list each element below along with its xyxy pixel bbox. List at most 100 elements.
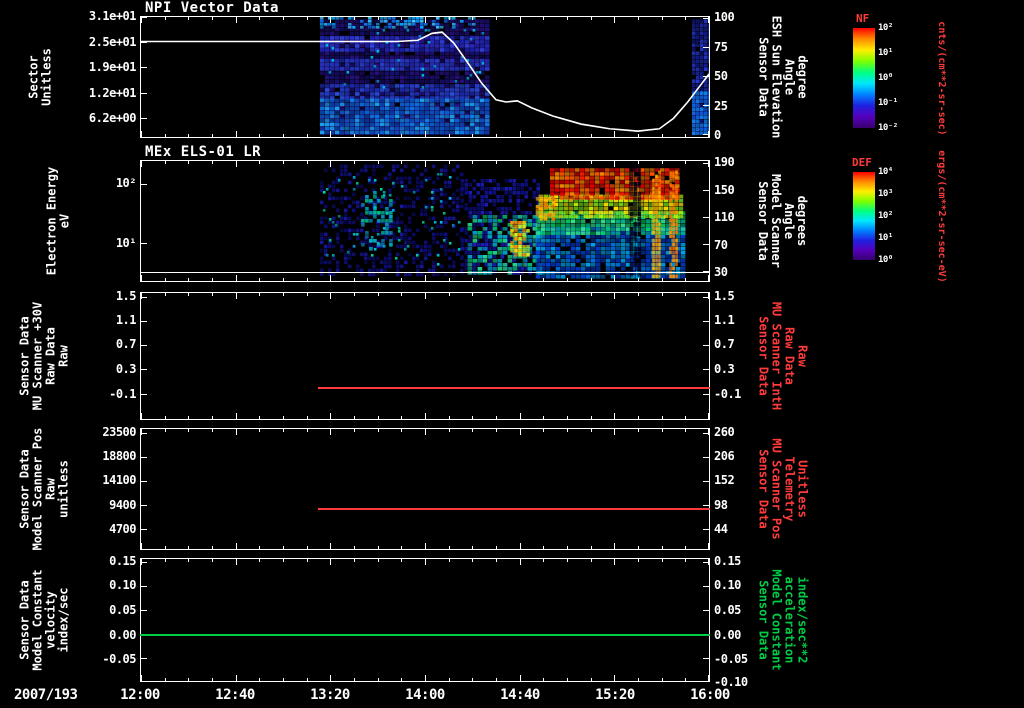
y-tick-mark	[703, 217, 709, 218]
x-tick-mark	[496, 134, 497, 137]
x-tick-mark	[685, 546, 686, 549]
y-tick-label-right: 152	[714, 473, 735, 487]
y-tick-mark	[703, 105, 709, 106]
y-tick-mark	[141, 562, 147, 563]
y-tick-label-right: 70	[714, 238, 728, 252]
y-tick-label-left: 2.5e+01	[88, 35, 137, 49]
x-tick-mark	[567, 134, 568, 137]
y-tick-mark	[141, 481, 147, 482]
y-tick-label-left: 10²	[115, 176, 137, 190]
y-tick-mark	[141, 17, 147, 18]
x-tick-mark	[614, 413, 615, 419]
y-tick-label-right: 110	[714, 210, 735, 224]
x-tick-mark	[708, 675, 709, 681]
x-tick-mark	[591, 546, 592, 549]
y-tick-mark	[141, 184, 147, 185]
x-tick-mark	[283, 278, 284, 281]
y-tick-label-left: 1.9e+01	[88, 60, 137, 74]
x-tick-mark	[401, 429, 402, 432]
x-tick-mark	[591, 429, 592, 432]
x-tick-mark	[354, 278, 355, 281]
x-tick-mark	[638, 429, 639, 432]
colorbar-unit-nf: cnts/(cm**2-sr-sec)	[936, 21, 947, 136]
x-tick-mark	[307, 161, 308, 164]
x-tick-mark	[330, 131, 331, 137]
x-tick-mark	[662, 546, 663, 549]
x-tick-mark	[259, 678, 260, 681]
x-tick-mark	[543, 17, 544, 20]
y-tick-label-left: 4700	[109, 522, 136, 536]
x-tick-mark	[259, 293, 260, 296]
colorbar-tick-label: 10²	[878, 23, 893, 33]
x-tick-mark	[449, 546, 450, 549]
x-tick-mark	[283, 293, 284, 296]
y-tick-label-right: 260	[714, 425, 735, 439]
x-tick-mark	[567, 17, 568, 20]
y-tick-mark	[703, 681, 709, 682]
x-tick-mark	[307, 17, 308, 20]
y-tick-label-right: 150	[714, 183, 735, 197]
panel-els-frame	[140, 160, 710, 282]
y-tick-mark	[141, 93, 147, 94]
colorbar-tick-label: 10²	[878, 211, 893, 221]
x-tick-mark	[614, 675, 615, 681]
x-tick-mark	[165, 416, 166, 419]
x-tick-mark	[567, 546, 568, 549]
x-tick-mark	[543, 134, 544, 137]
x-tick-mark	[708, 543, 709, 549]
panel-title-els: MEx ELS-01 LR	[145, 144, 262, 160]
date-label: 2007/193	[14, 687, 78, 703]
x-tick-mark	[472, 546, 473, 549]
x-tick-mark	[449, 278, 450, 281]
x-tick-mark	[543, 293, 544, 296]
y-tick-mark	[141, 505, 147, 506]
x-tick-mark	[307, 678, 308, 681]
x-tick-mark	[259, 559, 260, 562]
y-tick-mark	[703, 134, 709, 135]
y-tick-mark	[141, 457, 147, 458]
x-tick-mark	[354, 134, 355, 137]
y-tick-label-left: 0.15	[109, 554, 136, 568]
x-tick-mark	[425, 413, 426, 419]
x-tick-mark	[591, 17, 592, 20]
x-tick-mark	[165, 278, 166, 281]
x-tick-mark	[378, 429, 379, 432]
left-axis-title-model-constant: Sensor Data Model Constant velocity inde…	[17, 569, 71, 671]
x-tick-mark	[165, 429, 166, 432]
x-tick-mark	[141, 413, 142, 419]
x-tick-mark	[307, 559, 308, 562]
x-tick-mark	[472, 278, 473, 281]
x-tick-mark	[638, 134, 639, 137]
x-tick-mark	[212, 429, 213, 432]
x-tick-mark	[212, 17, 213, 20]
y-tick-mark	[141, 658, 147, 659]
x-tick-mark	[638, 416, 639, 419]
x-tick-mark	[638, 17, 639, 20]
x-tick-mark	[662, 134, 663, 137]
x-tick-mark	[449, 559, 450, 562]
x-tick-mark	[449, 429, 450, 432]
y-tick-mark	[141, 610, 147, 611]
colorbar-unit-def: ergs/(cm**2-sr-sec-eV)	[936, 150, 947, 283]
y-tick-mark	[703, 394, 709, 395]
y-tick-label-left: 6.2e+00	[88, 111, 137, 125]
x-tick-mark	[330, 559, 331, 565]
y-tick-label-right: 1.1	[714, 313, 735, 327]
y-tick-label-right: 44	[714, 522, 728, 536]
x-tick-mark	[212, 293, 213, 296]
x-tick-label: 13:20	[310, 687, 350, 703]
x-tick-mark	[449, 17, 450, 20]
x-tick-mark	[496, 17, 497, 20]
y-tick-label-left: 23500	[102, 425, 136, 439]
colorbar-tick-label: 10¹	[878, 233, 893, 243]
y-tick-mark	[141, 42, 147, 43]
y-tick-label-left: -0.05	[102, 652, 136, 666]
x-tick-mark	[236, 275, 237, 281]
x-tick-mark	[165, 678, 166, 681]
y-tick-label-right: 0.3	[714, 362, 735, 376]
x-tick-mark	[520, 17, 521, 23]
left-axis-title-mu-30v: Sensor Data MU Scanner +30V Raw Data Raw	[17, 301, 71, 411]
x-tick-mark	[283, 17, 284, 20]
x-tick-mark	[283, 134, 284, 137]
